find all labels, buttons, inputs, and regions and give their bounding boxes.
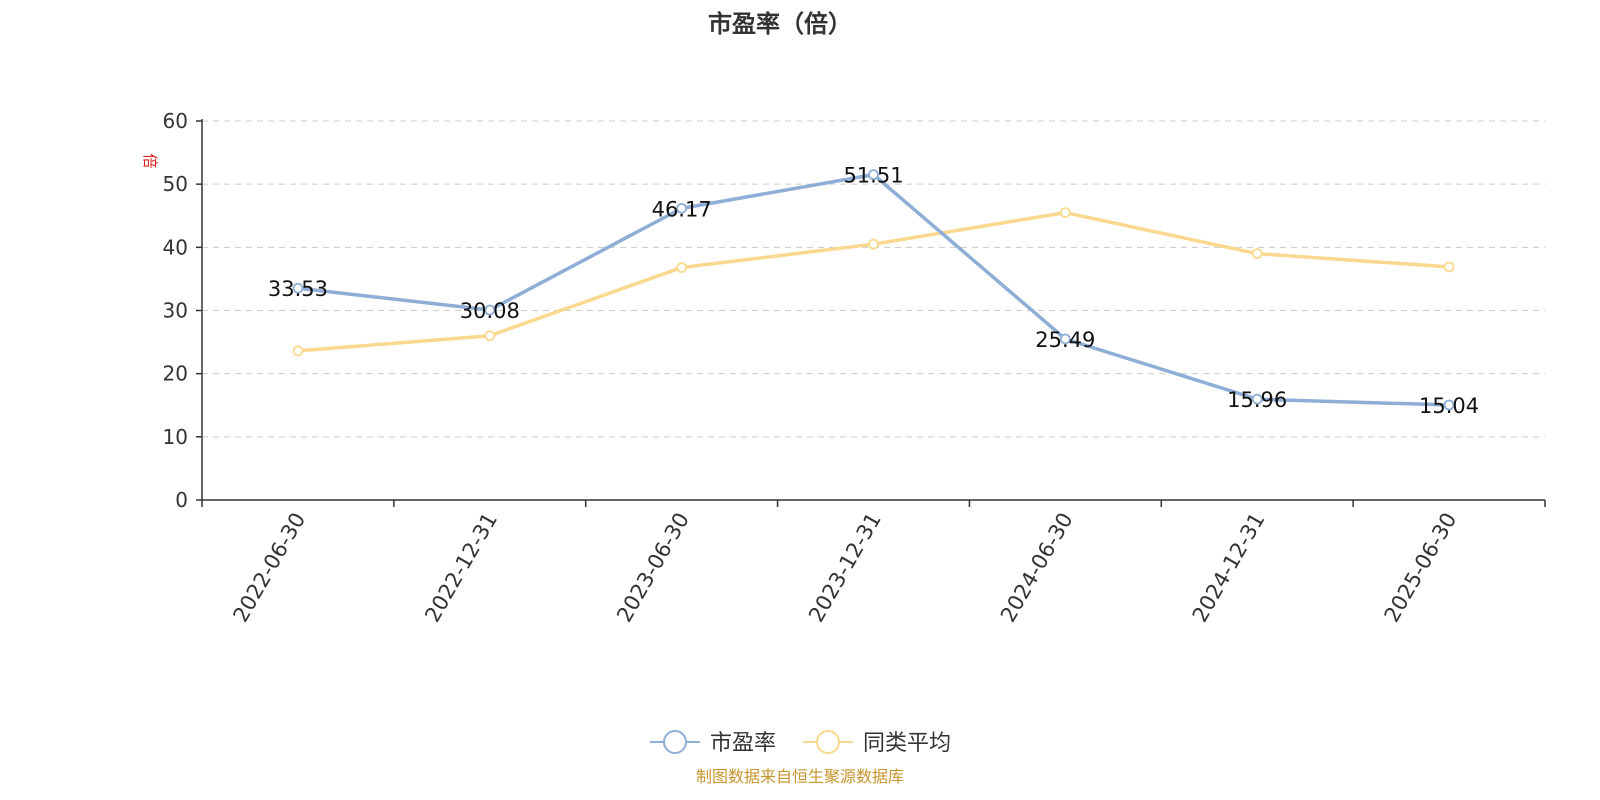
legend-label: 市盈率 <box>710 731 776 756</box>
data-point-pe <box>484 304 496 316</box>
legend-item-pe: 市盈率 <box>650 730 776 756</box>
data-label: 15.96 <box>1227 388 1287 412</box>
data-point-avg <box>1443 261 1455 273</box>
data-label: 15.04 <box>1419 394 1479 418</box>
data-point-pe <box>292 282 304 294</box>
data-point-avg <box>292 345 304 357</box>
legend-label: 同类平均 <box>863 731 951 756</box>
data-point-pe <box>868 169 879 181</box>
series-line-pe <box>297 172 1450 407</box>
data-label: 30.08 <box>460 299 520 323</box>
x-tick-label: 2024-12-31 <box>1188 509 1270 627</box>
legend-item-avg: 同类平均 <box>803 730 951 756</box>
y-tick-label: 0 <box>175 488 188 512</box>
data-point-avg <box>676 262 688 273</box>
y-tick-label: 20 <box>163 362 188 386</box>
x-tick-label: 2023-12-31 <box>804 509 886 627</box>
x-tick-label: 2025-06-30 <box>1380 509 1462 627</box>
data-point-avg <box>1059 207 1071 218</box>
data-source-note: 制图数据来自恒生聚源数据库 <box>696 767 904 786</box>
data-labels: 33.53 30.08 46.17 51.51 25.49 15.96 15.04 <box>268 164 1479 418</box>
x-tick-label: 2023-06-30 <box>612 509 694 627</box>
data-point-pe <box>1059 333 1071 345</box>
data-label: 51.51 <box>843 164 903 188</box>
data-point-pe <box>1251 393 1263 405</box>
data-point-pe <box>1443 399 1455 411</box>
data-point-avg <box>1251 248 1263 260</box>
data-label: 33.53 <box>268 277 328 301</box>
y-tick-label: 30 <box>163 299 188 323</box>
data-point-avg <box>484 330 496 342</box>
legend-marker-icon <box>663 730 687 754</box>
series-line-avg <box>297 210 1450 353</box>
chart-title: 市盈率（倍） <box>708 10 852 38</box>
y-tick-label: 40 <box>163 235 188 259</box>
y-axis-unit-label: 倍 <box>141 153 159 168</box>
data-point-pe <box>676 202 688 214</box>
x-tick-label: 2022-06-30 <box>228 509 310 627</box>
y-tick-label: 60 <box>163 109 188 133</box>
legend: 市盈率 同类平均 <box>650 730 951 756</box>
data-label: 25.49 <box>1035 328 1095 352</box>
series-lines <box>292 169 1455 411</box>
y-tick-label: 10 <box>163 425 188 449</box>
data-label: 46.17 <box>652 197 712 221</box>
x-tick-label: 2022-12-31 <box>420 509 502 627</box>
y-tick-label: 50 <box>163 172 188 196</box>
data-point-avg <box>868 238 879 250</box>
x-tick-label: 2024-06-30 <box>996 509 1078 627</box>
legend-marker-icon <box>816 730 840 754</box>
